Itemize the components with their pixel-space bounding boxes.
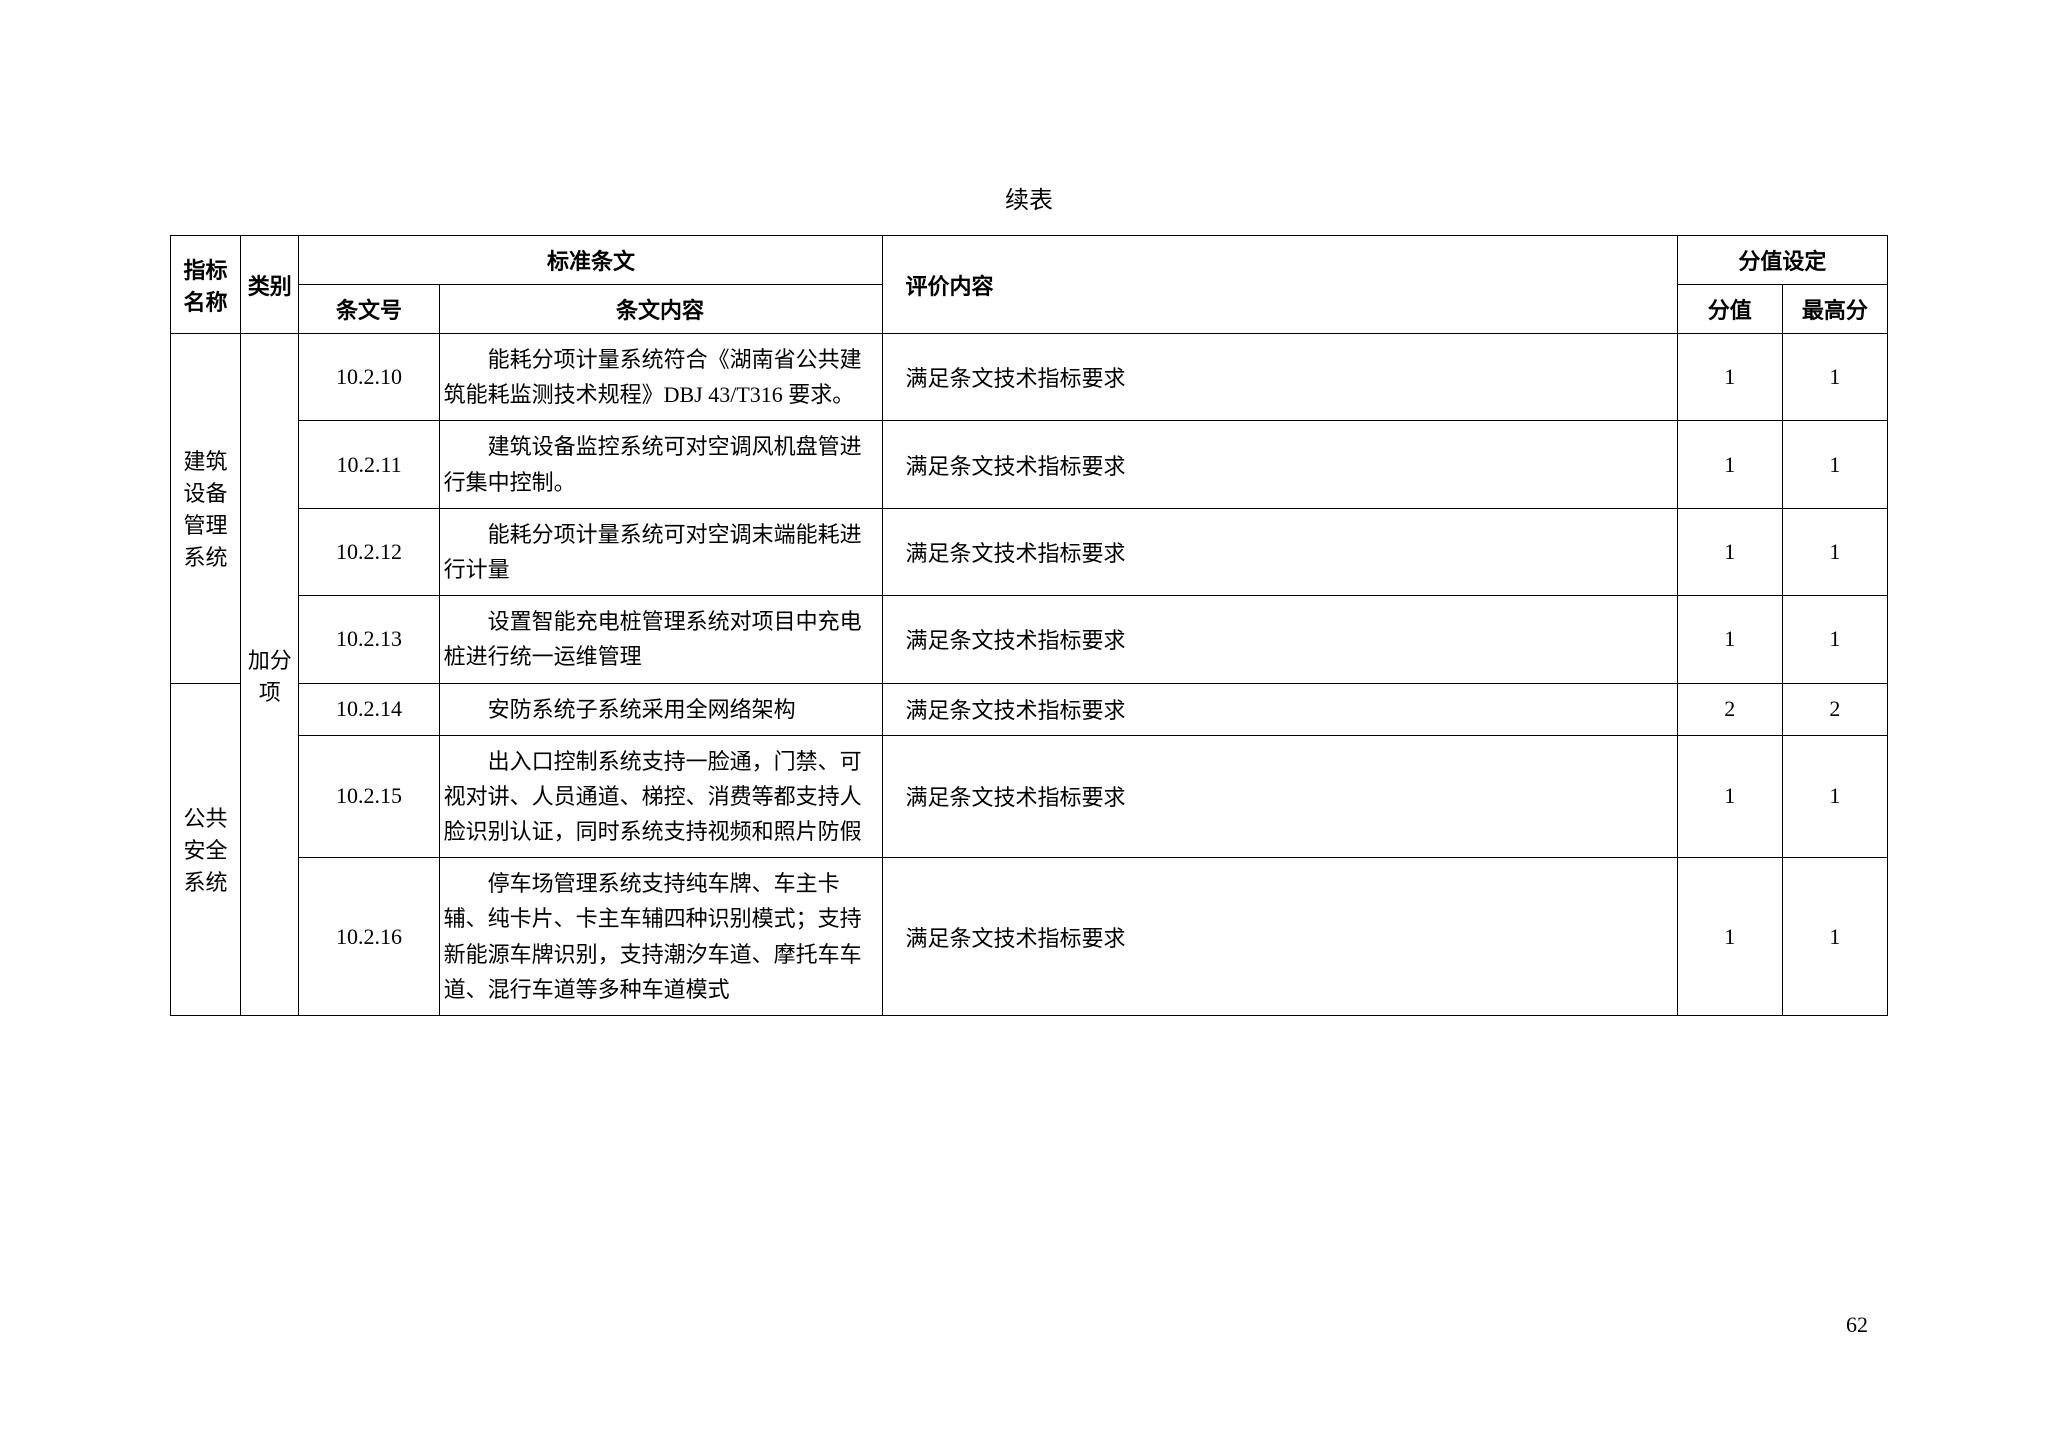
header-standard-clause: 标准条文 xyxy=(299,236,883,285)
indicator-name-text: 建筑设备管理系统 xyxy=(184,449,228,570)
clause-content-text: 出入口控制系统支持一脸通，门禁、可视对讲、人员通道、梯控、消费等都支持人脸识别认… xyxy=(444,744,877,850)
score-cell: 1 xyxy=(1677,334,1782,421)
clause-content-text: 能耗分项计量系统可对空调末端能耗进行计量 xyxy=(444,517,877,587)
eval-cell: 满足条文技术指标要求 xyxy=(883,334,1677,421)
clause-content-cell: 出入口控制系统支持一脸通，门禁、可视对讲、人员通道、梯控、消费等都支持人脸识别认… xyxy=(439,735,883,858)
clause-content-cell: 设置智能充电桩管理系统对项目中充电桩进行统一运维管理 xyxy=(439,596,883,683)
clause-no-cell: 10.2.10 xyxy=(299,334,439,421)
maxscore-cell: 2 xyxy=(1782,683,1887,735)
clause-no-cell: 10.2.12 xyxy=(299,508,439,595)
category-text: 加分项 xyxy=(248,648,292,705)
header-indicator-name: 指标名称 xyxy=(171,236,241,334)
header-score-setting: 分值设定 xyxy=(1677,236,1887,285)
clause-no-cell: 10.2.11 xyxy=(299,421,439,508)
table-row: 10.2.11 建筑设备监控系统可对空调风机盘管进行集中控制。 满足条文技术指标… xyxy=(171,421,1888,508)
maxscore-cell: 1 xyxy=(1782,508,1887,595)
eval-cell: 满足条文技术指标要求 xyxy=(883,858,1677,1016)
header-clause-no: 条文号 xyxy=(299,285,439,334)
clause-content-text: 能耗分项计量系统符合《湖南省公共建筑能耗监测技术规程》DBJ 43/T316 要… xyxy=(444,342,877,412)
clause-no-cell: 10.2.15 xyxy=(299,735,439,858)
header-eval-content: 评价内容 xyxy=(883,236,1677,334)
maxscore-cell: 1 xyxy=(1782,735,1887,858)
clause-content-cell: 停车场管理系统支持纯车牌、车主卡辅、纯卡片、卡主车辅四种识别模式；支持新能源车牌… xyxy=(439,858,883,1016)
table-row: 10.2.12 能耗分项计量系统可对空调末端能耗进行计量 满足条文技术指标要求 … xyxy=(171,508,1888,595)
clause-no-cell: 10.2.13 xyxy=(299,596,439,683)
header-row-1: 指标名称 类别 标准条文 评价内容 分值设定 xyxy=(171,236,1888,285)
score-cell: 1 xyxy=(1677,421,1782,508)
eval-cell: 满足条文技术指标要求 xyxy=(883,508,1677,595)
clause-content-cell: 安防系统子系统采用全网络架构 xyxy=(439,683,883,735)
clause-content-text: 安防系统子系统采用全网络架构 xyxy=(444,692,877,727)
table-row: 10.2.15 出入口控制系统支持一脸通，门禁、可视对讲、人员通道、梯控、消费等… xyxy=(171,735,1888,858)
indicator-name-text: 公共安全系统 xyxy=(184,806,228,895)
clause-content-cell: 能耗分项计量系统符合《湖南省公共建筑能耗监测技术规程》DBJ 43/T316 要… xyxy=(439,334,883,421)
clause-content-cell: 建筑设备监控系统可对空调风机盘管进行集中控制。 xyxy=(439,421,883,508)
clause-content-cell: 能耗分项计量系统可对空调末端能耗进行计量 xyxy=(439,508,883,595)
table-row: 10.2.16 停车场管理系统支持纯车牌、车主卡辅、纯卡片、卡主车辅四种识别模式… xyxy=(171,858,1888,1016)
eval-cell: 满足条文技术指标要求 xyxy=(883,683,1677,735)
table-row: 公共安全系统 10.2.14 安防系统子系统采用全网络架构 满足条文技术指标要求… xyxy=(171,683,1888,735)
score-cell: 1 xyxy=(1677,858,1782,1016)
category-cell: 加分项 xyxy=(241,334,299,1016)
table-row: 10.2.13 设置智能充电桩管理系统对项目中充电桩进行统一运维管理 满足条文技… xyxy=(171,596,1888,683)
table-row: 建筑设备管理系统 加分项 10.2.10 能耗分项计量系统符合《湖南省公共建筑能… xyxy=(171,334,1888,421)
clause-content-text: 建筑设备监控系统可对空调风机盘管进行集中控制。 xyxy=(444,429,877,499)
header-category: 类别 xyxy=(241,236,299,334)
score-cell: 1 xyxy=(1677,508,1782,595)
clause-content-text: 停车场管理系统支持纯车牌、车主卡辅、纯卡片、卡主车辅四种识别模式；支持新能源车牌… xyxy=(444,866,877,1007)
table-caption: 续表 xyxy=(170,180,1888,215)
header-score: 分值 xyxy=(1677,285,1782,334)
clause-content-text: 设置智能充电桩管理系统对项目中充电桩进行统一运维管理 xyxy=(444,604,877,674)
maxscore-cell: 1 xyxy=(1782,334,1887,421)
indicator-name-cell: 公共安全系统 xyxy=(171,683,241,1016)
indicator-name-cell: 建筑设备管理系统 xyxy=(171,334,241,684)
eval-cell: 满足条文技术指标要求 xyxy=(883,596,1677,683)
page-number: 62 xyxy=(1846,1312,1868,1338)
score-cell: 1 xyxy=(1677,735,1782,858)
header-maxscore: 最高分 xyxy=(1782,285,1887,334)
header-clause-content: 条文内容 xyxy=(439,285,883,334)
eval-cell: 满足条文技术指标要求 xyxy=(883,421,1677,508)
score-cell: 2 xyxy=(1677,683,1782,735)
maxscore-cell: 1 xyxy=(1782,596,1887,683)
clause-no-cell: 10.2.14 xyxy=(299,683,439,735)
evaluation-table: 指标名称 类别 标准条文 评价内容 分值设定 条文号 条文内容 分值 最高分 建… xyxy=(170,235,1888,1016)
maxscore-cell: 1 xyxy=(1782,421,1887,508)
maxscore-cell: 1 xyxy=(1782,858,1887,1016)
clause-no-cell: 10.2.16 xyxy=(299,858,439,1016)
score-cell: 1 xyxy=(1677,596,1782,683)
eval-cell: 满足条文技术指标要求 xyxy=(883,735,1677,858)
